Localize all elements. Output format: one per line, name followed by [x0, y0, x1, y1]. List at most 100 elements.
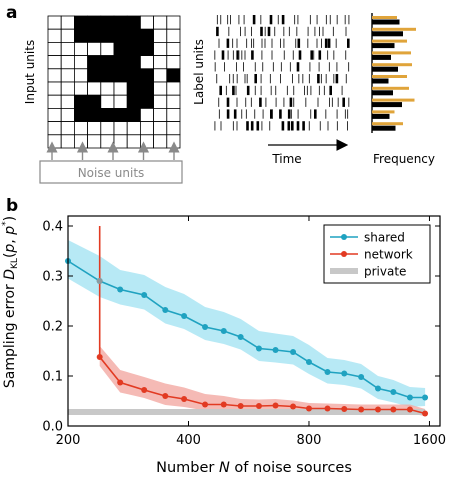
spike-mark [254, 74, 257, 84]
spike-mark [332, 26, 334, 37]
spike-mark [333, 74, 335, 84]
spike-mark [236, 121, 238, 131]
frequency-bar-orange [372, 122, 403, 126]
spike-mark [296, 26, 298, 37]
grid-cell [74, 108, 89, 123]
spike-mark [296, 121, 300, 131]
spike-mark [270, 109, 273, 119]
spike-mark [289, 97, 293, 107]
grid-cell [74, 68, 89, 83]
spike-mark [246, 121, 249, 131]
spike-mark [250, 97, 252, 107]
spike-mark [319, 121, 321, 131]
grid-cell [139, 42, 154, 57]
spike-mark [331, 97, 333, 107]
spike-mark [226, 109, 230, 119]
legend-label-shared: shared [364, 231, 405, 245]
shared-point [202, 324, 209, 330]
grid-cell [47, 42, 62, 57]
grid-cell [74, 94, 89, 109]
spike-mark [218, 109, 220, 119]
spike-mark [260, 74, 262, 84]
spike-mark [347, 109, 349, 119]
spike-mark [216, 26, 219, 37]
spike-mark [267, 26, 271, 37]
spike-mark [271, 50, 273, 60]
spike-mark [227, 50, 229, 60]
spike-mark [297, 109, 299, 119]
spike-mark [308, 121, 310, 131]
spike-mark [245, 109, 247, 119]
grid-cell [60, 55, 75, 70]
spike-mark [286, 85, 288, 96]
spike-mark [310, 109, 312, 119]
shared-line [67, 260, 426, 399]
grid-cell [47, 55, 62, 70]
frequency-bar-black [372, 31, 403, 37]
grid-cell [166, 28, 181, 43]
spike-mark [345, 50, 347, 60]
grid-cell [126, 121, 141, 136]
spike-mark [243, 62, 244, 72]
spike-mark [307, 38, 309, 48]
y-axis-label-comma: , [2, 235, 18, 244]
x-axis-label-suffix: of noise sources [230, 460, 352, 476]
frequency-bar-orange [372, 16, 397, 19]
spike-mark [287, 121, 291, 131]
spike-mark [244, 50, 246, 60]
network-point [162, 393, 169, 399]
spike-mark [265, 97, 267, 107]
grid-cell [113, 134, 128, 149]
x-axis-label: Number N of noise sources [156, 460, 352, 476]
network-point [141, 387, 148, 393]
spike-mark [230, 15, 231, 25]
spike-mark [336, 62, 338, 72]
spike-mark [335, 74, 339, 84]
y-tick-label: 0.1 [42, 370, 63, 385]
grid-cell [47, 28, 62, 43]
grid-cell [153, 55, 168, 70]
grid-cell [100, 68, 115, 83]
grid-cell [100, 42, 115, 57]
spike-mark [261, 121, 263, 131]
grid-cell [100, 81, 115, 96]
spike-mark [287, 109, 291, 119]
legend-marker-shared [341, 234, 347, 240]
spike-mark [232, 121, 234, 131]
panel-b-label: b [6, 196, 18, 216]
spike-mark [272, 109, 273, 119]
spike-mark [235, 85, 237, 96]
grid-cell [166, 108, 181, 123]
spike-mark [214, 62, 216, 72]
spike-mark [325, 74, 327, 84]
spike-mark [293, 85, 295, 96]
grid-cell [74, 55, 89, 70]
shared-point [422, 394, 429, 401]
grid-cell [60, 108, 75, 123]
x-tick-label: 400 [176, 433, 201, 448]
spike-mark [305, 97, 307, 107]
spike-mark [335, 38, 337, 48]
grid-cell [139, 81, 154, 96]
spike-mark [292, 74, 293, 84]
frequency-bar-black [372, 125, 396, 131]
grid-cell [60, 15, 75, 30]
frequency-bar-orange [372, 75, 407, 78]
grid-cell [126, 42, 141, 57]
spike-mark [264, 26, 266, 37]
grid-cell [166, 94, 181, 109]
frequency-bars [371, 13, 416, 133]
spike-mark [251, 50, 254, 60]
spike-mark [271, 38, 273, 48]
spike-mark [216, 15, 218, 25]
grid-cell [100, 55, 115, 70]
y-axis-label-pstar: p [2, 226, 18, 236]
spike-mark [251, 26, 252, 37]
spike-mark [243, 15, 245, 25]
spike-mark [327, 121, 329, 131]
grid-cell [139, 108, 154, 123]
spike-mark [220, 15, 222, 25]
grid-cell [166, 42, 181, 57]
network-point [181, 396, 188, 402]
grid-cell [60, 42, 75, 57]
